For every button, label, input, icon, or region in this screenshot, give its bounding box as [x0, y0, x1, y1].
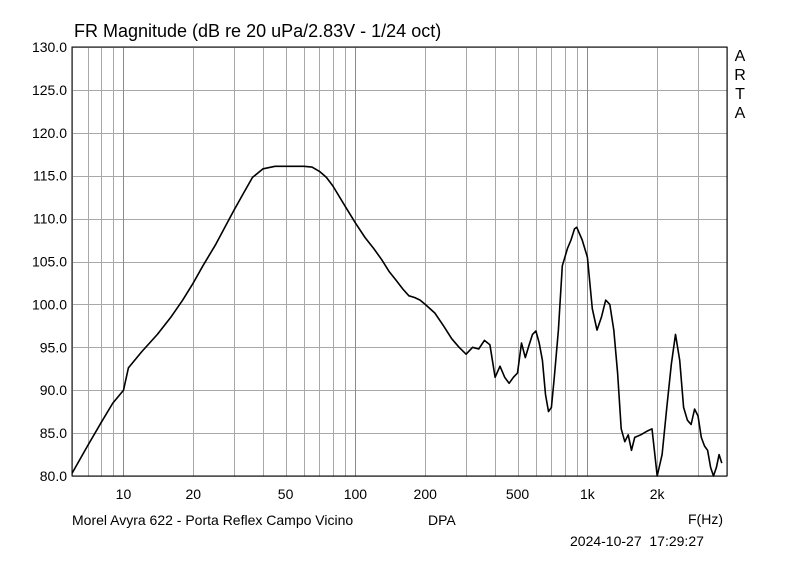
x-tick-label: 100: [344, 486, 368, 502]
x-tick-label: 10: [116, 486, 132, 502]
x-tick-label: 50: [278, 486, 294, 502]
x-unit-label: F(Hz): [688, 511, 723, 527]
fr-magnitude-curve: [71, 165, 723, 477]
watermark-letter-a1: A: [734, 48, 746, 65]
x-tick-label: 1k: [580, 486, 596, 502]
watermark-letter-r: R: [734, 67, 746, 84]
y-tick-label: 130.0: [32, 39, 67, 55]
watermark-letter-t: T: [735, 86, 745, 103]
datetime-label: 2024-10-27 17:29:27: [570, 533, 704, 549]
x-tick-label: 20: [185, 486, 201, 502]
y-tick-label: 110.0: [33, 211, 67, 227]
x-tick-label: 2k: [650, 486, 666, 502]
y-tick-label: 85.0: [40, 425, 67, 441]
grid: [72, 47, 728, 477]
device-label: Morel Avyra 622 - Porta Reflex Campo Vic…: [72, 512, 354, 528]
x-tick-label: 500: [506, 486, 530, 502]
y-tick-label: 80.0: [40, 468, 67, 484]
y-tick-label: 125.0: [32, 82, 67, 98]
tick-labels: 130.0 125.0 120.0 115.0 110.0 105.0 100.0 95.0 9…: [32, 39, 666, 502]
plot-frame: [71, 46, 728, 477]
x-tick-label: 200: [414, 486, 438, 502]
watermark-letter-a2: A: [734, 105, 746, 122]
y-tick-label: 90.0: [40, 382, 67, 398]
chart-title: FR Magnitude (dB re 20 uPa/2.83V - 1/24 …: [74, 21, 442, 41]
y-tick-label: 95.0: [40, 339, 67, 355]
mode-label: DPA: [428, 512, 456, 528]
y-tick-label: 115.0: [33, 168, 67, 184]
arta-watermark: A R T A: [733, 47, 747, 123]
y-tick-label: 100.0: [32, 296, 67, 312]
y-tick-label: 120.0: [32, 125, 67, 141]
y-tick-label: 105.0: [32, 254, 67, 270]
